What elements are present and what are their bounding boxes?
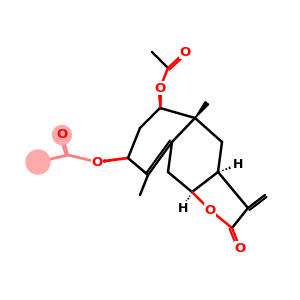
- Text: O: O: [204, 203, 216, 217]
- Polygon shape: [158, 88, 162, 108]
- Text: H: H: [178, 202, 188, 214]
- Text: H: H: [233, 158, 243, 172]
- Text: O: O: [92, 155, 103, 169]
- Text: O: O: [56, 128, 68, 142]
- Polygon shape: [195, 102, 209, 118]
- Text: O: O: [234, 242, 246, 254]
- Text: O: O: [154, 82, 166, 94]
- Text: O: O: [179, 46, 191, 59]
- Circle shape: [26, 150, 50, 174]
- Circle shape: [52, 125, 71, 145]
